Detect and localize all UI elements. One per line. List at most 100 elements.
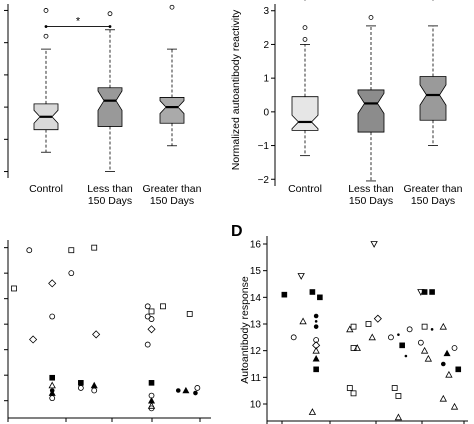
category-label: 150 Days (349, 195, 393, 207)
outlier-point (368, 15, 374, 20)
point-filled-square (455, 366, 462, 373)
significance-star: * (76, 16, 81, 28)
point-filled-square (281, 291, 288, 298)
category-label: 150 Days (411, 195, 455, 207)
point-diamond (48, 279, 57, 288)
point-triangle (147, 401, 156, 409)
panel-c (4, 240, 211, 422)
point-dot (314, 320, 318, 323)
point-circle (144, 341, 151, 348)
box (419, 76, 447, 121)
point-square (395, 393, 402, 399)
point-square (365, 321, 372, 327)
point-square (391, 385, 398, 391)
y-tick-label: 11 (251, 373, 262, 384)
point-triangle (394, 413, 403, 421)
point-circle (148, 316, 155, 322)
category-label: Control (29, 183, 63, 195)
point-dot (404, 354, 408, 358)
point-dot (430, 328, 434, 331)
box (291, 96, 319, 131)
category-label: Greater than (404, 183, 463, 195)
y-tick-label: 14 (250, 293, 262, 304)
point-circle (417, 339, 424, 346)
outlier-point (302, 36, 308, 42)
point-diamond (312, 341, 321, 350)
category-label: 150 Days (150, 195, 194, 207)
point-filled-circle (440, 361, 446, 367)
point-square (186, 311, 193, 317)
point-filled-triangle (90, 381, 98, 389)
point-filled-square (429, 289, 435, 295)
category-label: Greater than (143, 183, 202, 195)
point-square (11, 285, 17, 292)
point-triangle (450, 402, 459, 410)
point-circle (49, 395, 56, 402)
category-label: 150 Days (88, 195, 132, 207)
y-tick-label: 16 (250, 240, 262, 251)
point-triangle (420, 346, 429, 354)
point-filled-square (317, 294, 323, 301)
outlier-point (43, 8, 49, 13)
point-triangle (368, 333, 376, 341)
point-filled-triangle (182, 386, 190, 394)
point-filled-circle (313, 324, 319, 329)
point-square (91, 244, 98, 251)
panel-d-letter: D (231, 223, 243, 240)
point-diamond (92, 330, 101, 339)
point-square (148, 308, 155, 315)
point-circle (388, 334, 394, 341)
point-circle (26, 247, 33, 254)
point-dot (397, 333, 400, 336)
outlier-point (107, 11, 113, 17)
outlier-point (43, 33, 49, 39)
y-tick-label: −1 (258, 141, 270, 152)
point-square (68, 247, 75, 254)
point-square (350, 390, 357, 397)
point-square (421, 323, 428, 330)
point-filled-square (78, 380, 84, 386)
outlier-point (302, 25, 308, 30)
point-triangle (439, 394, 447, 402)
point-filled-circle (313, 313, 319, 319)
category-label: Less than (87, 183, 133, 195)
point-filled-triangle (443, 349, 451, 357)
y-tick-label: 13 (250, 320, 262, 331)
point-diamond (29, 335, 38, 344)
y-tick-label: 1 (263, 74, 269, 85)
outlier-point (169, 4, 175, 10)
y-tick-label: 2 (263, 40, 269, 51)
point-circle (77, 385, 84, 391)
point-square (350, 323, 357, 330)
y-tick-label: 15 (250, 266, 262, 277)
point-square (160, 303, 166, 310)
point-triangle (48, 381, 56, 389)
point-down-triangle (297, 273, 305, 280)
point-circle (144, 303, 151, 310)
point-circle (49, 313, 56, 320)
point-circle (91, 387, 98, 394)
point-down-triangle (370, 241, 378, 248)
point-filled-circle (193, 390, 198, 396)
significance-end (108, 25, 112, 28)
box (357, 89, 385, 133)
point-circle (68, 270, 75, 277)
point-triangle (312, 346, 320, 354)
point-diamond (147, 325, 156, 334)
point-circle (290, 334, 297, 341)
point-triangle (308, 408, 317, 415)
point-triangle (353, 344, 361, 351)
point-filled-square (49, 374, 56, 381)
point-filled-square (309, 289, 316, 295)
point-filled-square (313, 366, 319, 373)
significance-end (44, 25, 48, 28)
panel-d: D Autoantibody response 10 11 12 13 14 15 16 (231, 223, 468, 424)
point-triangle (424, 354, 433, 362)
point-triangle (299, 317, 307, 325)
panel-b-ylabel: Normalized autoantibody reactivity (230, 9, 242, 170)
point-filled-square (421, 289, 428, 295)
point-filled-triangle (312, 355, 320, 362)
